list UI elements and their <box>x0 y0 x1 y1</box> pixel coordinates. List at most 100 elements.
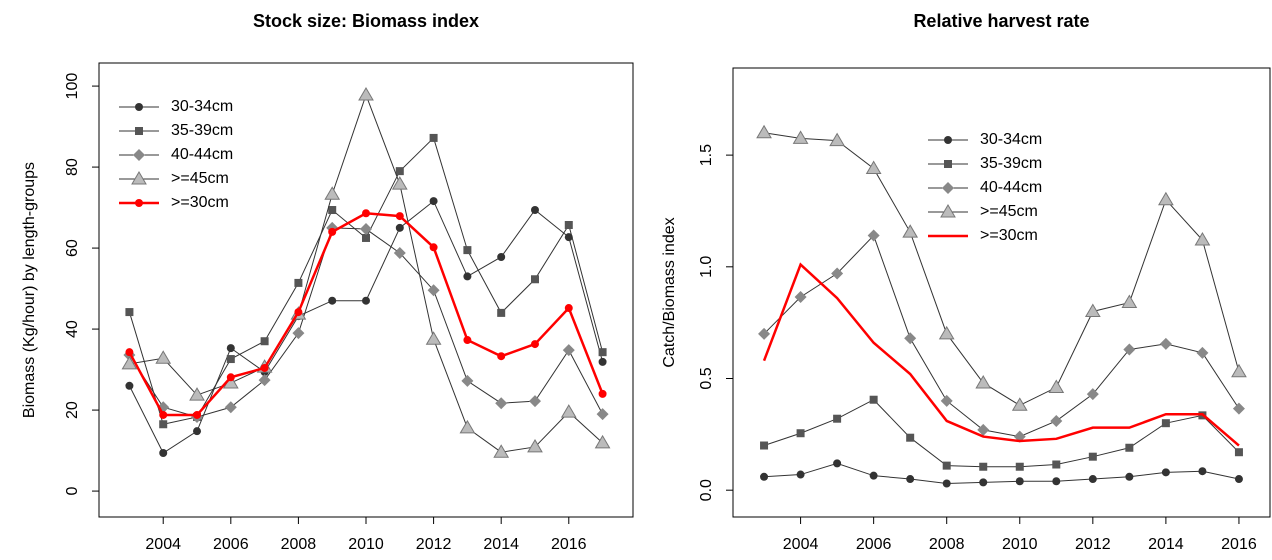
point <box>1125 443 1134 452</box>
point <box>1015 462 1024 471</box>
x-tick-label: 2010 <box>1002 536 1038 553</box>
point <box>429 243 438 252</box>
legend-label: 30-34cm <box>171 98 233 115</box>
legend-label: 35-39cm <box>980 155 1042 172</box>
x-tick-label: 2014 <box>483 536 519 553</box>
point <box>564 220 573 229</box>
y-tick-label: 60 <box>64 239 81 257</box>
point <box>189 387 205 401</box>
point <box>833 459 842 468</box>
point <box>493 444 510 458</box>
point <box>155 350 172 364</box>
point <box>1161 468 1170 477</box>
point <box>294 308 303 317</box>
point <box>393 246 406 259</box>
point <box>796 470 805 479</box>
x-tick-label: 2014 <box>1148 536 1184 553</box>
point <box>756 124 772 139</box>
legend-label: >=30cm <box>980 227 1038 244</box>
series-line <box>763 399 1240 468</box>
point <box>594 434 611 449</box>
point <box>1161 419 1170 428</box>
point <box>902 224 919 238</box>
x-tick-label: 2004 <box>145 536 181 553</box>
point <box>159 420 168 429</box>
point <box>530 206 539 215</box>
point <box>391 176 408 190</box>
point <box>328 296 337 305</box>
point <box>425 331 442 345</box>
legend-label: >=45cm <box>171 170 229 187</box>
chart-title: Relative harvest rate <box>913 11 1089 31</box>
point <box>1084 303 1101 317</box>
x-tick-label: 2008 <box>281 536 317 553</box>
point <box>1086 388 1099 401</box>
point <box>362 233 370 242</box>
point <box>294 278 303 287</box>
x-tick-label: 2016 <box>551 536 587 553</box>
point <box>527 438 543 453</box>
panel: Stock size: Biomass index Biomass (Kg/hou… <box>21 11 634 553</box>
point <box>135 127 143 135</box>
y-axis-label: Biomass (Kg/hour) by length-groups <box>21 162 38 418</box>
point <box>362 296 370 305</box>
point <box>560 404 577 418</box>
point <box>463 272 472 281</box>
point <box>121 355 138 370</box>
point <box>829 132 845 147</box>
point <box>938 325 955 340</box>
point <box>1088 475 1097 484</box>
point <box>226 373 235 382</box>
y-tick-label: 1.5 <box>698 144 715 166</box>
panel: Relative harvest rate Catch/Biomass index… <box>661 11 1271 553</box>
point <box>358 87 374 101</box>
point <box>260 337 269 346</box>
point <box>1196 346 1209 359</box>
y-tick-label: 1.0 <box>698 256 715 278</box>
point <box>226 344 235 353</box>
point <box>865 160 882 175</box>
point <box>1198 467 1207 476</box>
point <box>564 233 573 242</box>
point <box>135 103 143 111</box>
point <box>395 223 404 232</box>
legend-label: 40-44cm <box>980 179 1042 196</box>
series-line <box>128 227 604 418</box>
point <box>833 414 842 423</box>
point <box>1231 363 1247 378</box>
y-tick-label: 20 <box>64 401 81 419</box>
point <box>1159 337 1172 350</box>
point <box>1194 232 1211 246</box>
point <box>497 308 506 317</box>
legend-label: 35-39cm <box>171 122 233 139</box>
point <box>193 410 202 419</box>
y-tick-label: 0 <box>64 487 81 496</box>
point <box>224 401 237 414</box>
x-tick-label: 2016 <box>1221 536 1257 553</box>
point <box>977 423 990 436</box>
point <box>497 352 506 361</box>
x-tick-label: 2010 <box>348 536 384 553</box>
point <box>869 471 878 480</box>
x-tick-label: 2012 <box>1075 536 1111 553</box>
point <box>258 374 271 387</box>
y-tick-label: 0.0 <box>698 479 715 501</box>
x-tick-label: 2004 <box>783 536 819 553</box>
point <box>564 304 573 313</box>
y-tick-label: 80 <box>64 158 81 176</box>
point <box>1123 343 1136 356</box>
y-axis-label: Catch/Biomass index <box>661 217 678 367</box>
point <box>362 209 370 218</box>
legend-label: 40-44cm <box>171 146 233 163</box>
point <box>867 229 880 242</box>
point <box>598 348 607 357</box>
x-tick-label: 2006 <box>856 536 892 553</box>
point <box>796 429 805 438</box>
point <box>869 395 878 404</box>
legend-label: >=30cm <box>171 194 229 211</box>
legend-label: >=45cm <box>980 203 1038 220</box>
point <box>942 461 951 470</box>
point <box>495 397 508 410</box>
point <box>193 427 202 436</box>
